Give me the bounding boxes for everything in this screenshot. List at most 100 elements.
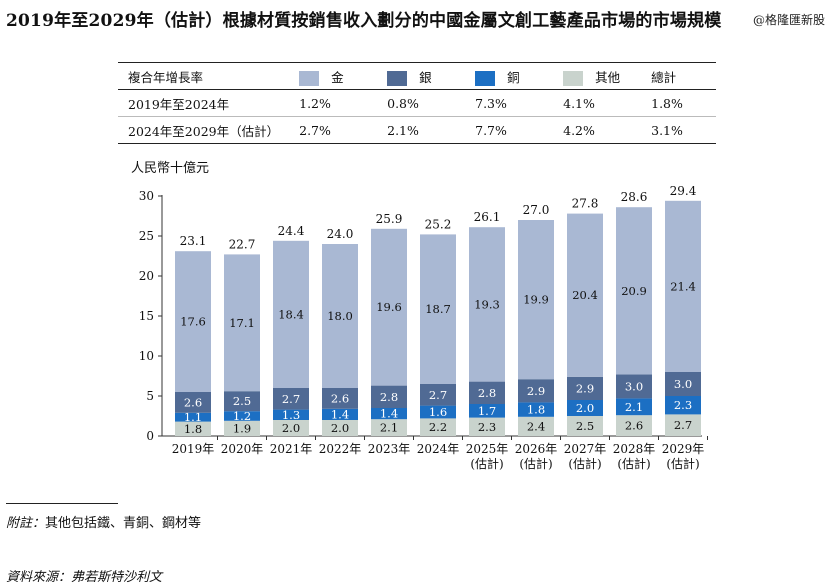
legend-total: 總計 xyxy=(651,69,677,85)
data-label: 2.3 xyxy=(674,398,692,412)
data-label: 2.2 xyxy=(429,420,447,434)
data-label: 19.3 xyxy=(474,297,500,311)
legend-swatch-copper xyxy=(475,70,496,86)
cagr-header-row: 複合年增長率 金 銀 銅 其他 總計 xyxy=(118,62,717,90)
bar-segment xyxy=(469,404,505,418)
data-label: 1.3 xyxy=(282,408,300,422)
bar-segment xyxy=(371,228,407,386)
data-label: 2.5 xyxy=(233,394,251,408)
cagr-value: 1.2% xyxy=(299,95,331,111)
x-tick-label: (估計) xyxy=(519,456,552,471)
data-label: 1.8 xyxy=(184,422,202,436)
bar-segment xyxy=(371,408,407,420)
legend-copper: 銅 xyxy=(465,63,553,90)
bar-segment xyxy=(665,414,701,436)
bar-segment xyxy=(420,418,456,436)
total-label: 22.7 xyxy=(229,237,256,251)
cagr-value: 7.3% xyxy=(475,95,507,111)
data-label: 1.2 xyxy=(233,409,251,423)
bar-segment xyxy=(224,420,260,436)
footnote-divider xyxy=(6,503,118,504)
bar-segment xyxy=(567,416,603,436)
data-label: 2.9 xyxy=(527,384,545,398)
bar-segment xyxy=(273,420,309,436)
cagr-value: 4.1% xyxy=(563,95,595,111)
data-label: 1.4 xyxy=(331,407,349,421)
data-label: 19.9 xyxy=(523,293,549,307)
data-label: 2.5 xyxy=(576,419,594,433)
bar-segment xyxy=(616,398,652,416)
total-label: 23.1 xyxy=(180,234,207,248)
legend-gold: 金 xyxy=(289,63,377,90)
data-label: 17.1 xyxy=(229,316,255,330)
cagr-row: 2019年至2024年 1.2% 0.8% 7.3% 4.1% 1.8% xyxy=(118,90,717,117)
total-label: 24.0 xyxy=(327,227,354,241)
cagr-header-label: 複合年增長率 xyxy=(128,69,204,85)
y-tick-label: 10 xyxy=(139,349,154,363)
bar-segment xyxy=(567,376,603,400)
bar-segment xyxy=(518,402,554,417)
data-label: 20.9 xyxy=(621,284,647,298)
bar-segment xyxy=(371,385,407,408)
x-tick-label: (估計) xyxy=(470,456,503,471)
data-label: 3.0 xyxy=(674,377,692,391)
x-tick-label: 2026年 xyxy=(515,442,558,456)
data-label: 2.0 xyxy=(331,421,349,435)
cagr-value: 7.7% xyxy=(475,122,507,138)
data-label: 1.4 xyxy=(380,407,398,421)
total-label: 25.2 xyxy=(425,217,452,231)
data-label: 1.6 xyxy=(429,405,447,419)
bar-segment xyxy=(420,234,456,384)
source-note: 資料來源：弗若斯特沙利文 xyxy=(6,566,162,585)
source-label: 資料來源： xyxy=(6,570,72,585)
bar-segment xyxy=(665,396,701,415)
legend-label-gold: 金 xyxy=(331,69,344,85)
cagr-value: 2.1% xyxy=(387,122,419,138)
bar-segment xyxy=(322,420,358,436)
total-label: 25.9 xyxy=(376,212,403,226)
data-label: 2.6 xyxy=(625,419,643,433)
cagr-row: 2024年至2029年（估計） 2.7% 2.1% 7.7% 4.2% 3.1% xyxy=(118,117,717,144)
bar-segment xyxy=(224,254,260,392)
y-tick-label: 15 xyxy=(139,309,154,323)
data-label: 18.4 xyxy=(278,307,304,321)
data-label: 18.7 xyxy=(425,302,451,316)
cagr-period: 2024年至2029年（估計） xyxy=(128,123,280,139)
total-label: 28.6 xyxy=(621,190,648,204)
data-label: 1.7 xyxy=(478,404,496,418)
legend-other: 其他 xyxy=(553,63,641,90)
cagr-value: 1.8% xyxy=(651,95,683,111)
watermark: @格隆匯新股 xyxy=(752,13,825,27)
bar-segment xyxy=(616,415,652,436)
y-axis-title: 人民幣十億元 xyxy=(131,160,209,176)
data-label: 2.7 xyxy=(674,418,692,432)
data-label: 2.1 xyxy=(380,421,398,435)
data-label: 1.8 xyxy=(527,403,545,417)
legend-label-other: 其他 xyxy=(595,69,621,85)
data-label: 2.6 xyxy=(331,391,349,405)
data-label: 1.9 xyxy=(233,421,251,435)
bar-segment xyxy=(518,416,554,436)
legend-label-silver: 銀 xyxy=(419,69,432,85)
data-label: 2.0 xyxy=(282,421,300,435)
y-tick-label: 0 xyxy=(146,429,154,443)
legend-swatch-gold xyxy=(299,70,320,86)
x-tick-label: 2020年 xyxy=(221,442,264,456)
bar-segment xyxy=(420,405,456,419)
bar-segment xyxy=(665,372,701,396)
cagr-value: 2.7% xyxy=(299,122,331,138)
data-label: 2.7 xyxy=(282,392,300,406)
bar-segment xyxy=(273,409,309,420)
legend-silver: 銀 xyxy=(377,63,465,90)
bar-segment xyxy=(224,391,260,412)
y-tick-label: 20 xyxy=(139,269,154,283)
y-tick-label: 30 xyxy=(139,189,154,203)
x-tick-label: 2023年 xyxy=(368,442,411,456)
cagr-value: 3.1% xyxy=(651,122,683,138)
bar-segment xyxy=(665,200,701,372)
data-label: 2.1 xyxy=(625,400,643,414)
bar-segment xyxy=(322,244,358,388)
bar-segment xyxy=(518,220,554,380)
legend-label-copper: 銅 xyxy=(507,69,520,85)
footnote-label: 附註： xyxy=(6,516,46,531)
